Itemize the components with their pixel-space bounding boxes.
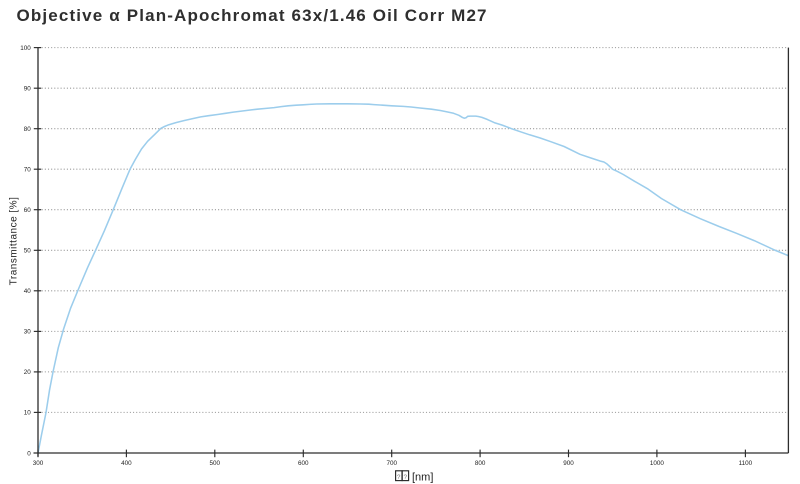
svg-text:Transmittance [%]: Transmittance [%]: [9, 197, 20, 286]
svg-text:80: 80: [24, 126, 32, 133]
svg-text:40: 40: [24, 288, 32, 295]
svg-text:500: 500: [210, 460, 221, 467]
svg-text:100: 100: [20, 45, 31, 52]
svg-text:?: ?: [397, 474, 401, 481]
svg-text:70: 70: [24, 167, 32, 174]
svg-text:?: ?: [404, 474, 408, 481]
svg-text:[nm]: [nm]: [412, 471, 433, 483]
svg-text:1000: 1000: [650, 460, 665, 467]
svg-text:Objective α Plan-Apochromat 63: Objective α Plan-Apochromat 63x/1.46 Oil…: [17, 6, 488, 25]
svg-text:20: 20: [24, 369, 32, 376]
svg-text:0: 0: [27, 450, 31, 457]
svg-text:90: 90: [24, 86, 32, 93]
svg-text:30: 30: [24, 329, 32, 336]
svg-text:300: 300: [33, 460, 44, 467]
svg-text:1100: 1100: [739, 460, 753, 467]
svg-text:400: 400: [121, 460, 132, 467]
svg-text:10: 10: [24, 410, 32, 417]
svg-text:900: 900: [563, 460, 574, 467]
svg-text:700: 700: [386, 460, 397, 467]
svg-text:60: 60: [24, 207, 32, 214]
svg-text:50: 50: [24, 248, 32, 255]
svg-text:800: 800: [475, 460, 486, 467]
svg-text:600: 600: [298, 460, 309, 467]
